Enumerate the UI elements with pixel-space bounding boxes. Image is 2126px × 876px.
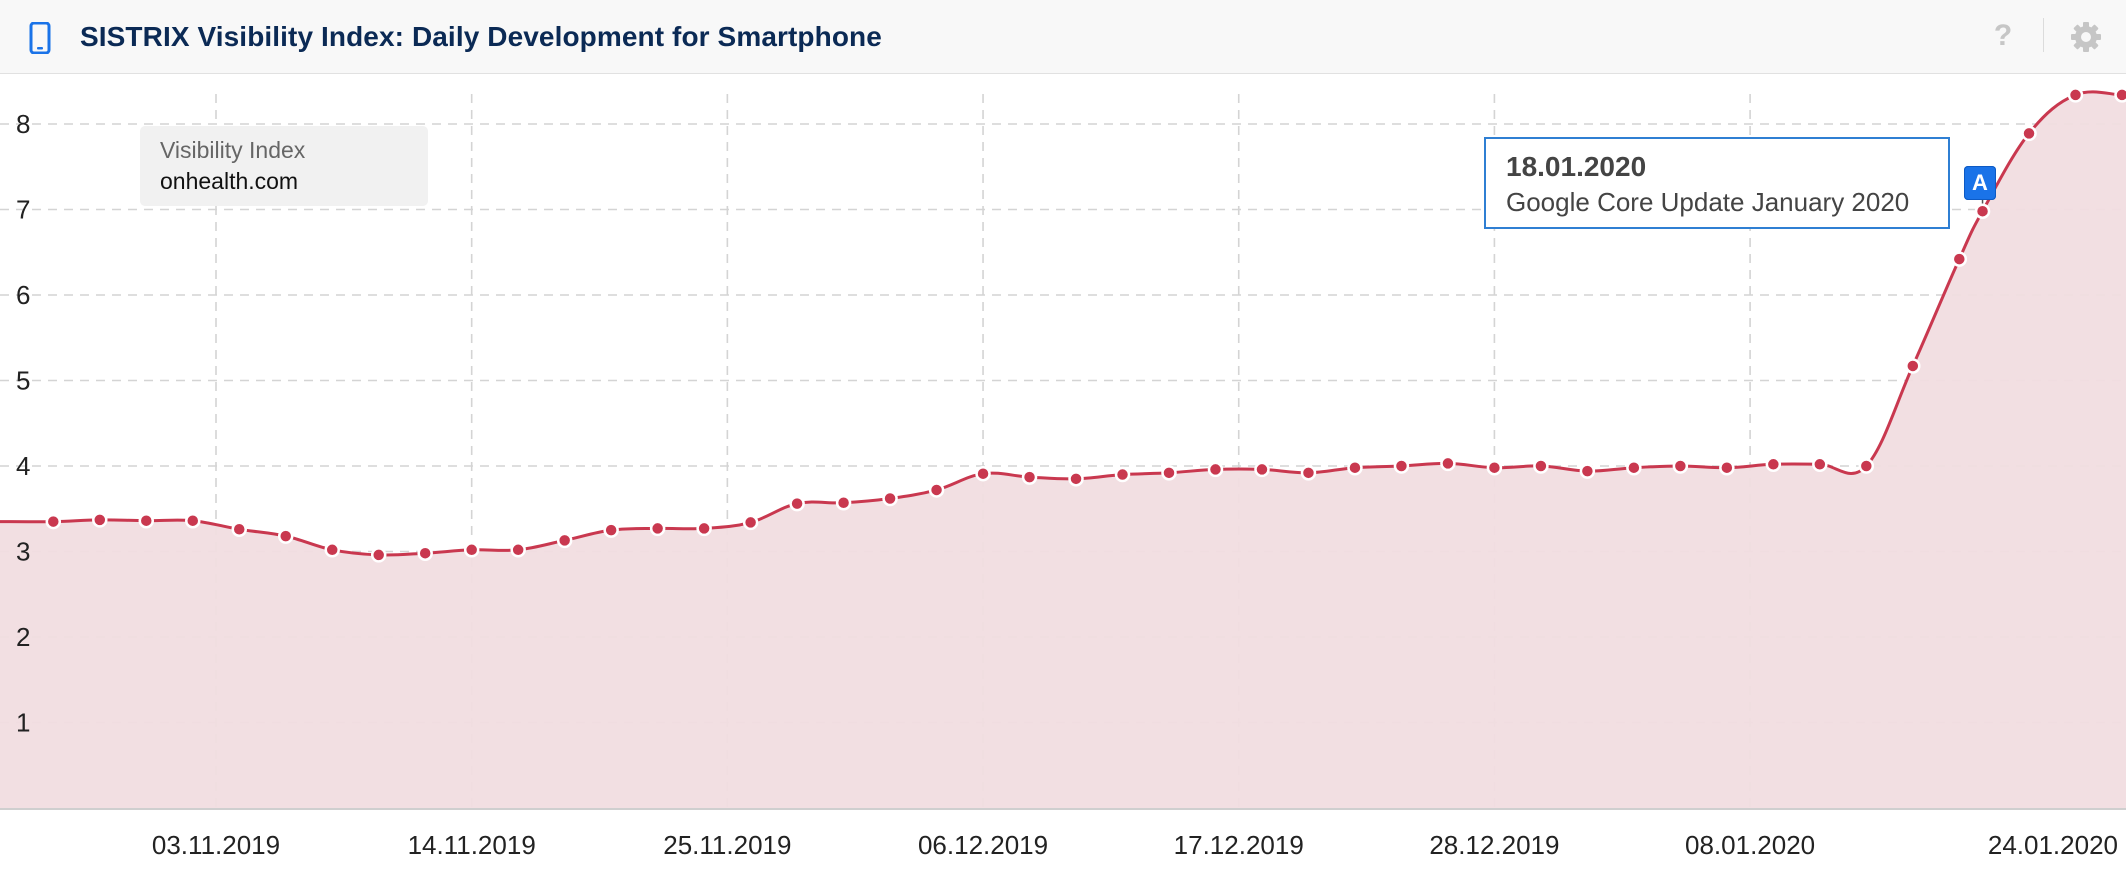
data-point[interactable] [2114, 87, 2126, 103]
y-tick-label: 4 [16, 451, 30, 481]
data-point[interactable] [1812, 456, 1828, 473]
legend-title: Visibility Index [160, 137, 306, 163]
smartphone-icon [29, 22, 51, 54]
data-point[interactable] [1858, 458, 1875, 474]
data-point[interactable] [556, 532, 573, 549]
page-title: SISTRIX Visibility Index: Daily Developm… [80, 21, 882, 52]
y-tick-label: 6 [16, 280, 30, 310]
y-tick-label: 3 [16, 537, 30, 567]
data-point[interactable] [417, 545, 433, 561]
data-point[interactable] [1440, 455, 1456, 472]
event-callout: 18.01.2020 Google Core Update January 20… [1484, 137, 1950, 229]
data-point[interactable] [882, 490, 898, 507]
data-point[interactable] [1579, 463, 1596, 479]
series-area [0, 91, 2126, 808]
data-point[interactable] [2067, 87, 2084, 103]
data-point[interactable] [789, 495, 805, 512]
data-point[interactable] [1765, 456, 1782, 473]
x-tick-label: 17.12.2019 [1174, 830, 1304, 860]
x-tick-label: 25.11.2019 [663, 830, 791, 860]
data-point[interactable] [1719, 459, 1735, 476]
data-point[interactable] [649, 520, 666, 537]
data-point[interactable] [324, 542, 340, 558]
data-point[interactable] [1068, 471, 1084, 487]
x-tick-label: 24.01.2020 [1988, 830, 2118, 860]
help-icon[interactable]: ? [1993, 19, 2013, 52]
data-point[interactable] [928, 482, 945, 498]
data-point[interactable] [185, 512, 201, 529]
data-point[interactable] [1905, 358, 1921, 374]
data-point[interactable] [1393, 458, 1410, 474]
data-point[interactable] [277, 528, 294, 544]
data-point[interactable] [1533, 458, 1549, 474]
y-tick-label: 5 [16, 366, 30, 396]
event-date: 18.01.2020 [1506, 151, 1647, 182]
data-point[interactable] [1161, 465, 1177, 481]
data-point[interactable] [742, 514, 759, 531]
x-tick-label: 06.12.2019 [918, 830, 1048, 860]
data-point[interactable] [835, 495, 852, 511]
y-tick-label: 2 [16, 622, 30, 652]
legend-domain: onhealth.com [160, 168, 299, 194]
data-point[interactable] [45, 513, 62, 530]
data-point[interactable] [1114, 466, 1131, 483]
x-tick-label: 08.01.2020 [1685, 830, 1815, 860]
gear-icon[interactable] [2070, 21, 2102, 53]
y-tick-label: 8 [16, 109, 30, 139]
x-tick-label: 14.11.2019 [408, 830, 536, 860]
data-point[interactable] [1626, 459, 1642, 476]
header-divider [2043, 18, 2044, 52]
x-axis-ticks: 03.11.2019 14.11.2019 25.11.2019 06.12.2019… [152, 830, 2118, 860]
data-point[interactable] [1951, 251, 1968, 267]
data-point[interactable] [138, 512, 155, 529]
data-point[interactable] [1254, 461, 1270, 478]
legend: Visibility Index onhealth.com [140, 126, 428, 206]
data-point[interactable] [1974, 203, 1991, 219]
data-point[interactable] [370, 547, 387, 563]
event-label: Google Core Update January 2020 [1506, 187, 1910, 217]
data-point[interactable] [92, 512, 108, 528]
data-point[interactable] [1347, 459, 1363, 476]
event-marker[interactable]: A [1964, 166, 1996, 200]
data-point[interactable] [2021, 125, 2037, 142]
data-point[interactable] [1021, 469, 1038, 485]
data-point[interactable] [696, 520, 712, 537]
data-point[interactable] [231, 521, 247, 538]
data-point[interactable] [1486, 459, 1503, 476]
x-tick-label: 03.11.2019 [152, 830, 280, 860]
x-tick-label: 28.12.2019 [1429, 830, 1559, 860]
data-point[interactable] [1207, 461, 1224, 478]
y-tick-label: 7 [16, 195, 30, 225]
data-point[interactable] [463, 542, 480, 558]
data-point[interactable] [1672, 458, 1689, 474]
data-points [45, 87, 2126, 563]
data-point[interactable] [603, 522, 619, 538]
data-point[interactable] [975, 465, 991, 482]
y-axis-ticks: 1 2 3 4 5 6 7 8 [16, 109, 30, 738]
data-point[interactable] [510, 542, 526, 558]
y-tick-label: 1 [16, 708, 30, 738]
data-point[interactable] [1300, 465, 1317, 481]
panel-header: SISTRIX Visibility Index: Daily Developm… [0, 0, 2126, 74]
